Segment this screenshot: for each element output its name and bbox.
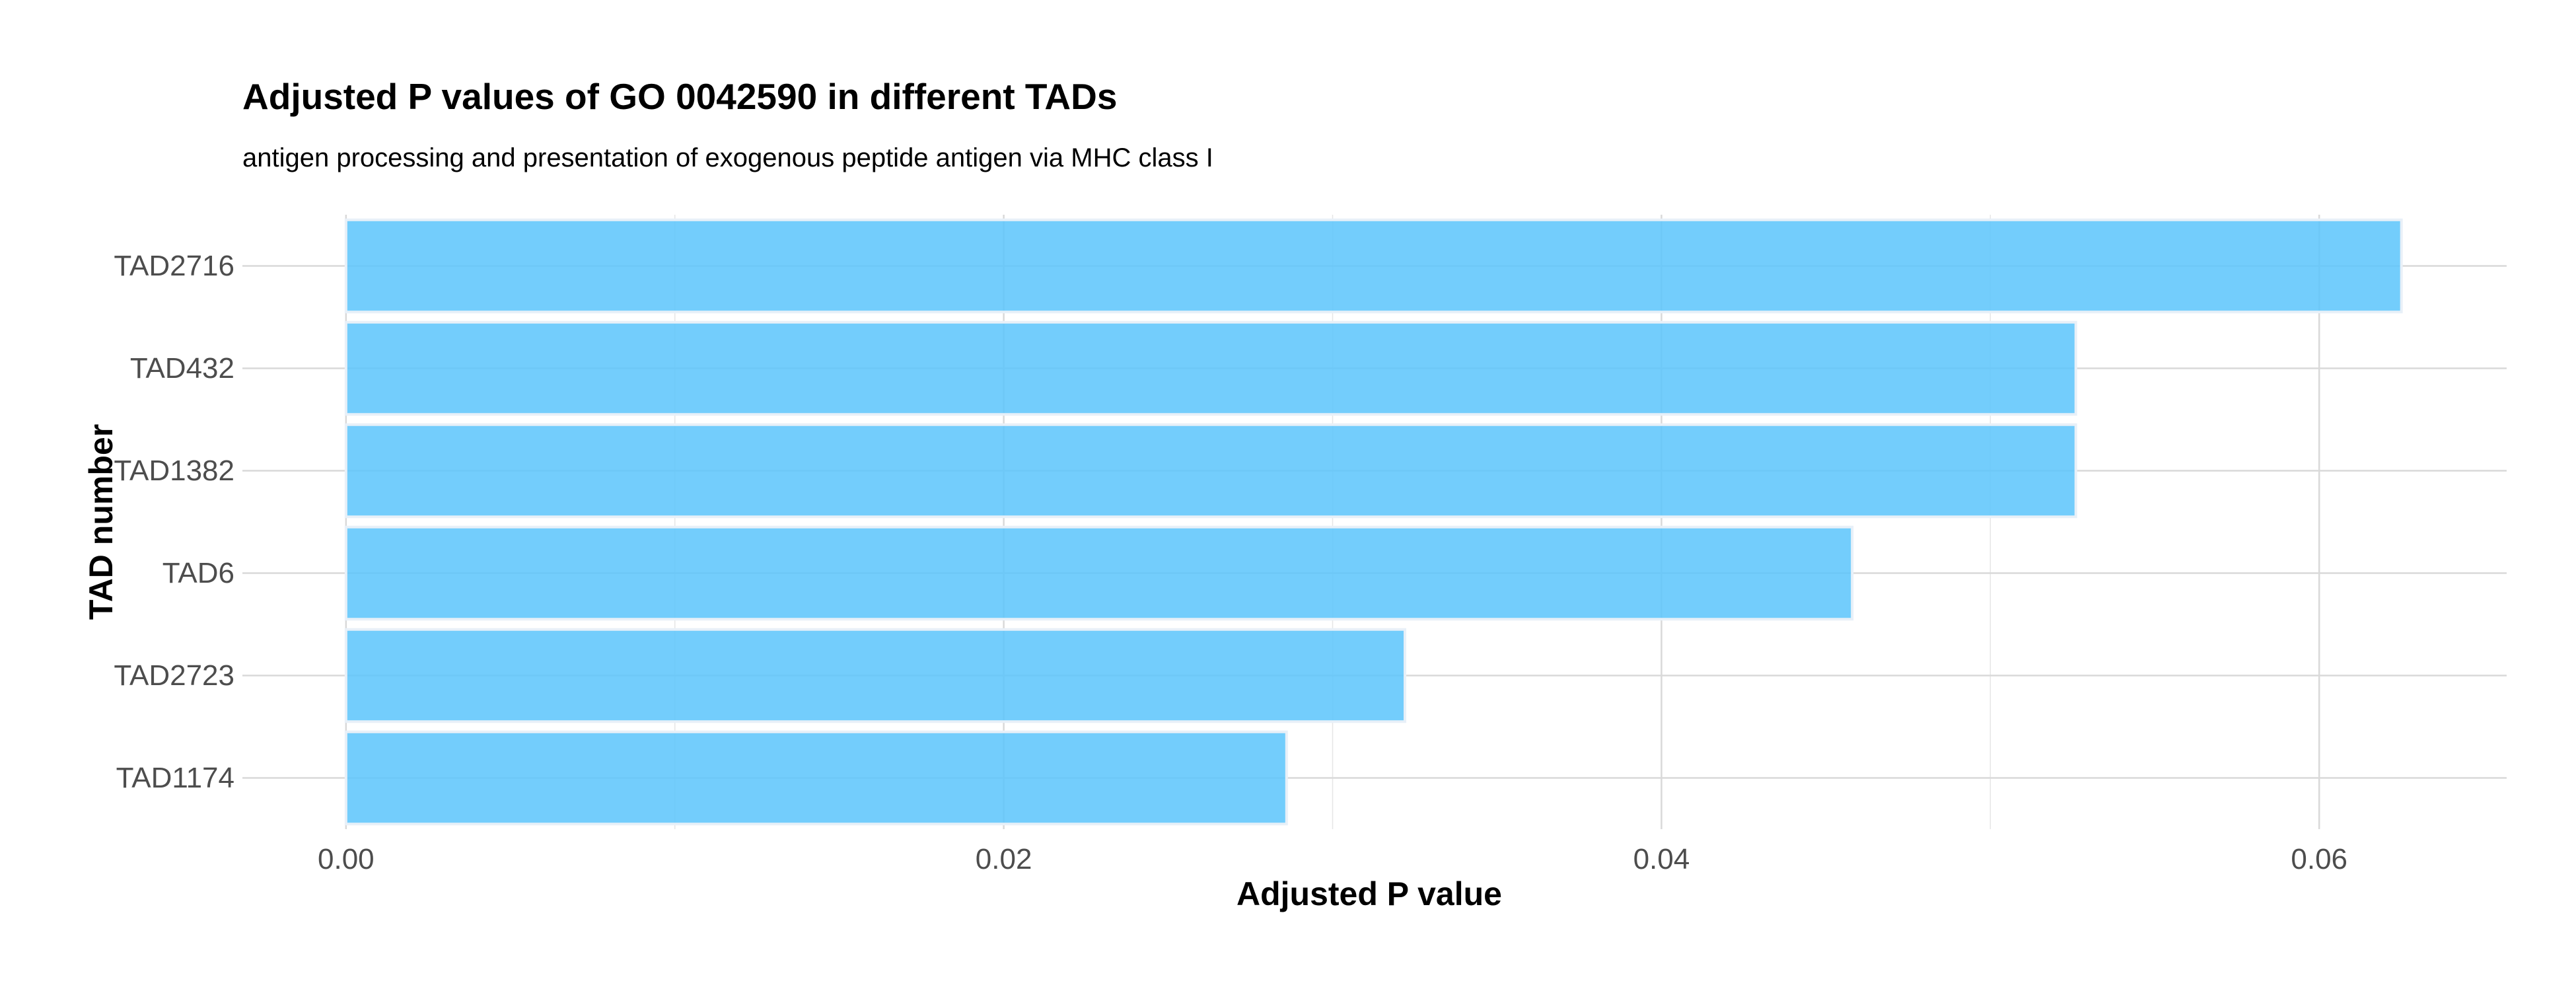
bars bbox=[344, 218, 2403, 826]
y-tick-label: TAD432 bbox=[130, 352, 234, 385]
chart-subtitle: antigen processing and presentation of e… bbox=[242, 143, 1213, 172]
y-tick-label: TAD1382 bbox=[114, 455, 234, 487]
bar-tad6 bbox=[344, 525, 1854, 621]
y-tick-label: TAD6 bbox=[162, 557, 234, 589]
bar-tad2716 bbox=[344, 218, 2403, 314]
y-tick-label: TAD1174 bbox=[116, 762, 234, 794]
x-tick-label: 0.02 bbox=[976, 843, 1032, 875]
y-tick-label: TAD2716 bbox=[114, 250, 234, 282]
x-tick-label: 0.04 bbox=[1633, 843, 1690, 875]
y-axis-tick-labels: TAD2716 TAD432 TAD1382 TAD6 TAD2723 TAD1174 bbox=[114, 250, 234, 794]
y-tick-label: TAD2723 bbox=[114, 659, 234, 692]
y-axis-title: TAD number bbox=[83, 424, 120, 620]
x-axis-tick-labels: 0.00 0.02 0.04 0.06 bbox=[318, 843, 2347, 875]
bar-tad432 bbox=[344, 320, 2077, 416]
x-tick-label: 0.06 bbox=[2291, 843, 2347, 875]
x-tick-label: 0.00 bbox=[318, 843, 375, 875]
x-axis-title: Adjusted P value bbox=[1236, 875, 1502, 912]
bar-tad1382 bbox=[344, 423, 2077, 519]
chart-title: Adjusted P values of GO 0042590 in diffe… bbox=[242, 76, 1117, 117]
bar-tad2723 bbox=[344, 628, 1407, 723]
bar-tad1174 bbox=[344, 730, 1288, 826]
